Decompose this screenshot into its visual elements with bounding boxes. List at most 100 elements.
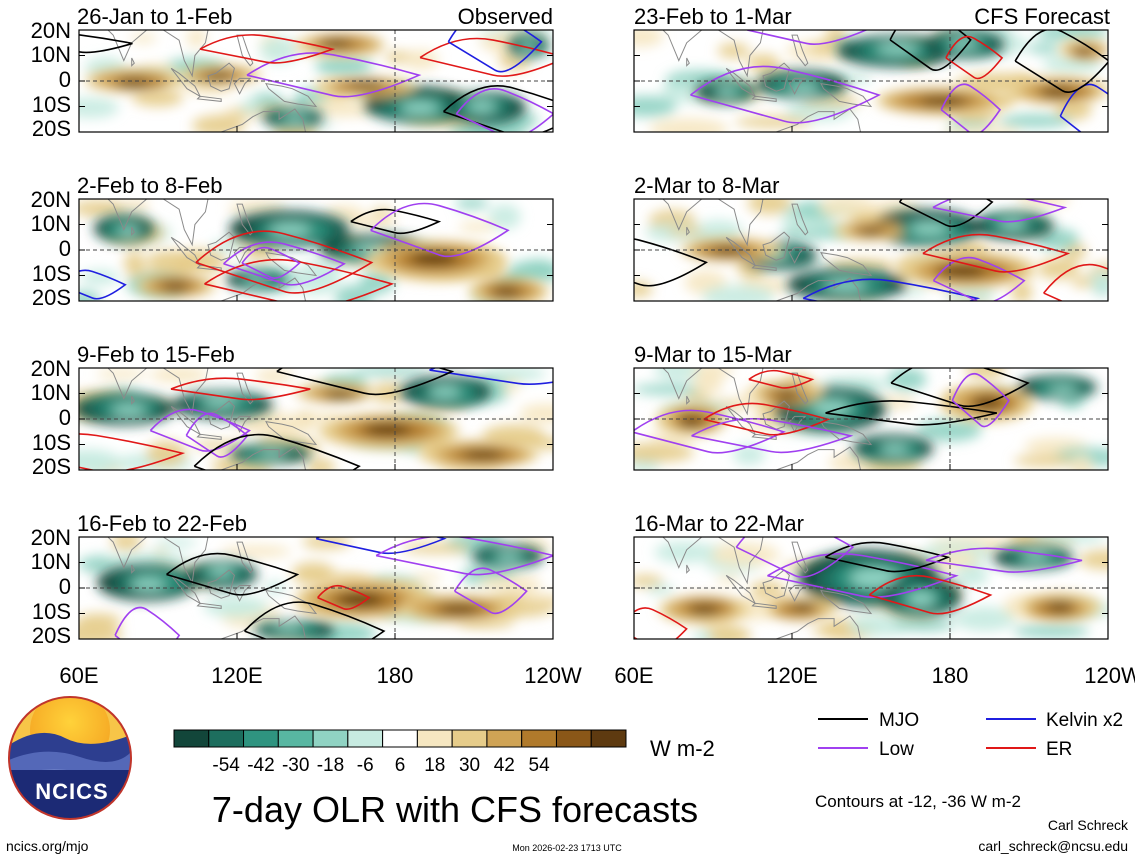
lon-tick: 120E xyxy=(766,663,817,688)
olr-anomaly xyxy=(203,397,238,407)
coastline xyxy=(791,34,809,67)
olr-cell xyxy=(259,421,318,432)
olr-anomaly xyxy=(205,73,233,80)
olr-anomaly-group xyxy=(96,544,543,639)
wave-contour xyxy=(748,369,815,389)
olr-cell xyxy=(735,116,813,128)
map-panel xyxy=(633,367,1109,471)
lat-tick: 20S xyxy=(32,285,71,310)
figure-title: 7-day OLR with CFS forecasts xyxy=(212,789,698,830)
olr-cell xyxy=(192,115,246,132)
lon-tick: 120E xyxy=(211,663,262,688)
wave-contour xyxy=(1059,83,1108,132)
map-field xyxy=(634,368,1108,470)
lat-tick: 20N xyxy=(31,525,71,550)
olr-cell xyxy=(634,30,664,47)
colorbar-label: 30 xyxy=(459,755,480,776)
lat-tick: 20S xyxy=(32,623,71,648)
olr-cell xyxy=(1036,30,1108,41)
map-panels xyxy=(78,29,1109,640)
website-link[interactable]: ncics.org/mjo xyxy=(6,838,89,854)
olr-cell xyxy=(299,260,343,280)
wave-contour xyxy=(932,256,1026,301)
wave-contour xyxy=(825,541,951,573)
olr-anomaly-group xyxy=(93,210,549,301)
wave-contour xyxy=(703,402,831,436)
olr-cell xyxy=(647,584,675,595)
coastline xyxy=(634,537,764,585)
olr-anomaly xyxy=(429,386,461,398)
lat-tick: 10N xyxy=(31,549,71,574)
olr-anomaly-group xyxy=(695,30,1108,115)
olr-cell xyxy=(351,368,428,376)
olr-anomaly xyxy=(111,404,146,416)
olr-anomaly xyxy=(161,283,190,292)
lat-tick: 10S xyxy=(32,599,71,624)
olr-cell xyxy=(79,290,101,301)
coastline xyxy=(265,589,318,615)
wave-contour xyxy=(166,552,300,596)
coastline xyxy=(131,395,135,405)
olr-anomaly xyxy=(284,115,306,123)
wave-contour xyxy=(951,372,1010,428)
map-panel xyxy=(78,198,554,302)
wave-contour xyxy=(1043,263,1108,301)
olr-cell xyxy=(694,219,743,243)
panel-title-fc-1: 23-Feb to 1-Mar xyxy=(634,4,792,29)
map-panel xyxy=(633,198,1109,302)
olr-cell xyxy=(79,97,119,119)
olr-cell xyxy=(1027,43,1061,54)
author-email[interactable]: carl_schreck@ncsu.edu xyxy=(978,838,1128,854)
colorbar-label: -18 xyxy=(317,755,344,776)
coastline xyxy=(791,541,809,574)
olr-anomaly xyxy=(1046,602,1074,612)
lat-tick: 10N xyxy=(31,380,71,405)
coastline xyxy=(725,67,757,98)
panel-title-obs-3: 9-Feb to 15-Feb xyxy=(77,342,235,367)
lat-tick: 0 xyxy=(59,574,71,599)
olr-cell xyxy=(1087,271,1108,291)
wave-contour xyxy=(890,368,1030,408)
panel-title-fc-2: 2-Mar to 8-Mar xyxy=(634,173,779,198)
map-field xyxy=(634,199,1108,301)
coastline xyxy=(221,446,307,470)
olr-cell xyxy=(517,593,553,603)
olr-cell xyxy=(634,442,695,463)
wave-contours xyxy=(114,537,553,639)
coastline xyxy=(221,277,307,301)
coastline xyxy=(196,95,222,102)
column-label-observed: Observed xyxy=(458,4,553,29)
olr-anomaly-group xyxy=(85,33,549,128)
coastline xyxy=(207,231,235,261)
wave-contour xyxy=(199,34,336,64)
coastline xyxy=(751,95,777,102)
olr-cell xyxy=(717,43,750,59)
olr-cell xyxy=(150,368,209,383)
olr-cell xyxy=(488,204,521,230)
coastline xyxy=(776,615,862,639)
wave-contour xyxy=(802,278,981,301)
coastline xyxy=(221,108,307,132)
contour-note: Contours at -12, -36 W m-2 xyxy=(815,792,1021,811)
map-panel xyxy=(78,367,554,471)
panel-title-obs-1: 26-Jan to 1-Feb xyxy=(77,4,232,29)
olr-cell xyxy=(132,88,184,107)
wave-contour xyxy=(898,199,994,228)
olr-cell xyxy=(291,562,335,585)
wave-contour xyxy=(204,258,395,301)
wave-contour xyxy=(375,537,553,576)
colorbar-label: 54 xyxy=(529,755,551,776)
colorbar-swatch xyxy=(208,729,245,748)
olr-anomaly xyxy=(118,226,139,236)
wave-contour xyxy=(241,246,301,279)
olr-anomaly xyxy=(363,423,412,436)
olr-anomaly xyxy=(274,623,303,631)
panel-title-fc-3: 9-Mar to 15-Mar xyxy=(634,342,792,367)
colorbar-swatch xyxy=(486,729,523,748)
olr-anomaly xyxy=(492,286,520,297)
coastline xyxy=(170,574,202,605)
coastline xyxy=(762,400,790,430)
wave-contour xyxy=(79,433,186,470)
olr-anomaly xyxy=(907,592,935,607)
olr-cell xyxy=(95,368,147,380)
